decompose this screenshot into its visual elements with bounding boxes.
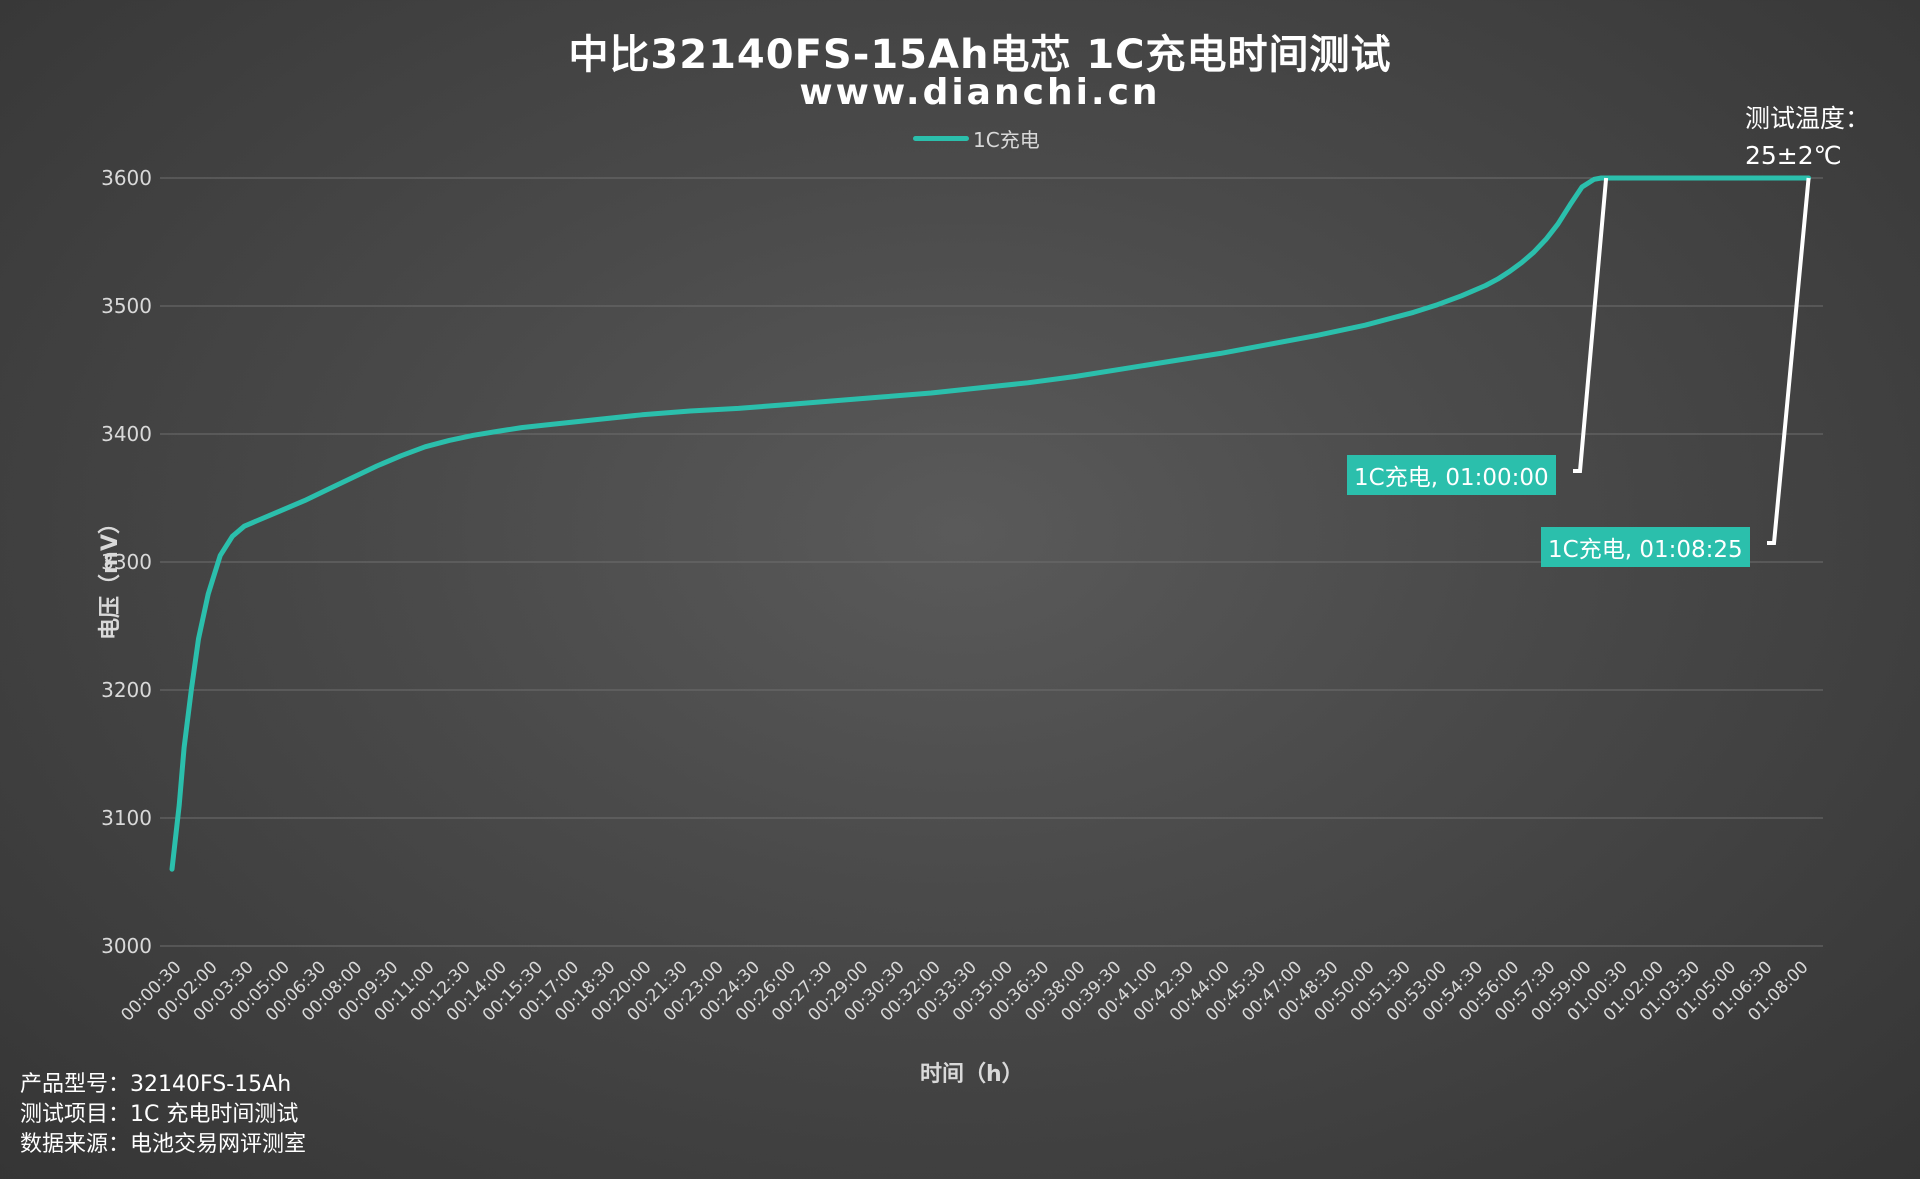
- chart-subtitle: www.dianchi.cn: [799, 72, 1161, 113]
- annotation-leader-line: [1573, 177, 1609, 473]
- y-tick-label: 3000: [101, 934, 152, 958]
- y-axis-label: 电压（mV）: [97, 512, 123, 640]
- annotation-leader-line: [1767, 177, 1811, 545]
- y-tick-label: 3400: [101, 422, 152, 446]
- annotation-label-2: 1C充电, 01:08:25: [1541, 527, 1750, 567]
- info-item: 测试项目：1C 充电时间测试: [20, 1102, 299, 1127]
- y-tick-label: 3500: [101, 294, 152, 318]
- info-model: 产品型号：32140FS-15Ah: [20, 1072, 292, 1097]
- info-source: 数据来源：电池交易网评测室: [20, 1132, 307, 1157]
- test-temperature: 测试温度： 25±2℃: [1745, 100, 1870, 174]
- y-tick-label: 3200: [101, 678, 152, 702]
- chart-title: 中比32140FS-15Ah电芯 1C充电时间测试: [568, 32, 1392, 78]
- legend[interactable]: 1C充电: [913, 124, 1040, 153]
- info-block: 产品型号：32140FS-15Ah 测试项目：1C 充电时间测试 数据来源：电池…: [20, 1070, 306, 1160]
- legend-swatch: [913, 136, 969, 141]
- y-tick-label: 3300: [101, 550, 152, 574]
- x-axis-label: 时间（h）: [920, 1062, 1024, 1087]
- annotation-label-1: 1C充电, 01:00:00: [1347, 455, 1556, 495]
- series-line-1c: [169, 175, 1812, 872]
- temperature-value: 25±2℃: [1745, 141, 1842, 170]
- y-tick-label: 3600: [101, 166, 152, 190]
- legend-label: 1C充电: [973, 128, 1040, 152]
- temperature-label: 测试温度：: [1745, 104, 1871, 133]
- y-tick-label: 3100: [101, 806, 152, 830]
